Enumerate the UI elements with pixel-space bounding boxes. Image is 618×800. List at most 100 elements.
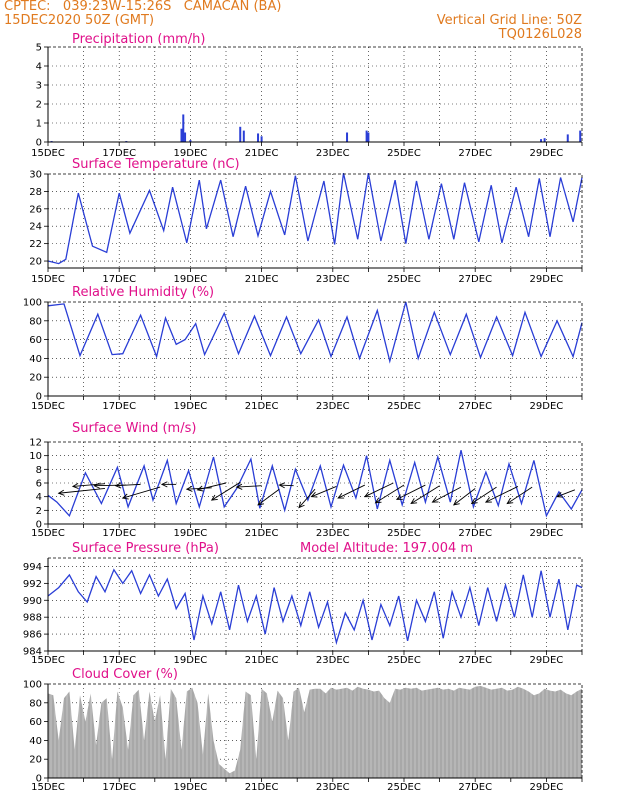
x-tick-label: 25DEC — [387, 655, 421, 666]
y-tick-label: 984 — [23, 647, 42, 658]
wind-panel: 0 2 4 6 8 10 12 15DEC 17DEC 19DEC 21DEC 23DEC 25DEC 2… — [29, 421, 583, 539]
x-tick-label: 25DEC — [387, 782, 421, 793]
x-tick-label: 15DEC — [31, 528, 65, 539]
x-tick-label: 21DEC — [245, 782, 279, 793]
wind-vector-arrow — [453, 488, 476, 506]
x-tick-label: 17DEC — [102, 401, 136, 412]
y-tick-label: 4 — [36, 62, 42, 73]
header-grid-line: Vertical Grid Line: 50Z — [436, 13, 582, 28]
x-tick-label: 21DEC — [245, 655, 279, 666]
precip-bar — [257, 133, 260, 142]
x-tick-label: 19DEC — [174, 274, 208, 285]
x-tick-label: 15DEC — [31, 274, 65, 285]
y-tick-label: 0 — [36, 138, 42, 149]
x-tick-label: 15DEC — [31, 655, 65, 666]
wind-vector-arrow — [257, 488, 280, 506]
wind-vector-arrowhead — [310, 491, 318, 498]
precip-bar — [189, 140, 192, 142]
y-tick-label: 12 — [29, 438, 42, 449]
y-tick-label: 26 — [29, 204, 42, 215]
y-tick-label: 0 — [36, 392, 42, 403]
x-tick-label: 17DEC — [102, 148, 136, 159]
y-tick-label: 80 — [29, 698, 42, 709]
wind-title: Surface Wind (m/s) — [72, 421, 196, 436]
wind-vector-arrowhead — [556, 491, 564, 498]
x-tick-label: 15DEC — [31, 148, 65, 159]
y-tick-label: 990 — [23, 596, 42, 607]
wind-vector-arrow — [432, 486, 462, 503]
y-tick-label: 10 — [29, 451, 42, 462]
y-tick-label: 3 — [36, 81, 42, 92]
y-tick-label: 20 — [29, 257, 42, 268]
wind-vector-arrow — [122, 486, 161, 499]
x-tick-label: 17DEC — [102, 782, 136, 793]
wind-vector-arrowhead — [337, 493, 345, 499]
y-tick-label: 60 — [29, 717, 42, 728]
x-tick-label: 21DEC — [245, 528, 279, 539]
wind-vector-arrowhead — [298, 501, 305, 509]
y-tick-label: 40 — [29, 736, 42, 747]
wind-vector-arrow — [72, 483, 105, 487]
y-tick-label: 40 — [29, 354, 42, 365]
wind-vector-arrowhead — [71, 482, 79, 489]
x-tick-label: 25DEC — [387, 401, 421, 412]
x-tick-label: 25DEC — [387, 148, 421, 159]
pressure-annotation: Model Altitude: 197.004 m — [300, 541, 473, 556]
wind-vector-arrow — [485, 486, 519, 503]
wind-vector-arrowhead — [185, 485, 193, 492]
x-tick-label: 23DEC — [316, 655, 350, 666]
precip-bar — [566, 134, 569, 142]
wind-vector-arrow — [471, 486, 497, 504]
rh-title: Relative Humidity (%) — [72, 285, 214, 300]
wind-vector-arrowhead — [395, 494, 403, 500]
x-tick-label: 29DEC — [530, 528, 564, 539]
x-tick-label: 19DEC — [174, 148, 208, 159]
x-tick-label: 19DEC — [174, 401, 208, 412]
wind-vector-arrowhead — [506, 498, 514, 505]
precip-bar — [182, 114, 185, 142]
y-tick-label: 1 — [36, 119, 42, 130]
x-tick-label: 27DEC — [458, 782, 492, 793]
precip-panel: 0 1 2 3 4 5 15DEC 17DEC 19DEC 21DEC 23DEC 25DEC 27DE… — [31, 32, 583, 159]
pressure-panel: 984 986 988 990 992 994 15DEC 17DEC 19DEC 21DEC 23… — [23, 541, 583, 666]
y-tick-label: 0 — [36, 774, 42, 785]
header-station: CPTEC: 039:23W-15:26S CAMACAN (BA) — [4, 0, 282, 14]
y-tick-label: 5 — [36, 43, 42, 54]
wind-vector-arrowhead — [431, 497, 439, 503]
y-tick-label: 2 — [36, 506, 42, 517]
cloud-panel: 0 20 40 60 80 100 15DEC 17DEC 19DEC 21DEC 23DEC 25D… — [23, 667, 583, 793]
x-tick-label: 27DEC — [458, 148, 492, 159]
precip-bar — [242, 130, 245, 142]
x-tick-label: 23DEC — [316, 274, 350, 285]
y-tick-label: 100 — [23, 680, 42, 691]
y-tick-label: 6 — [36, 479, 42, 490]
wind-vector-arrow — [410, 485, 440, 504]
pressure-series-line — [47, 568, 583, 646]
precip-bar — [579, 130, 582, 142]
temp-series-line — [47, 172, 583, 265]
x-tick-label: 25DEC — [387, 274, 421, 285]
wind-vector-arrow — [197, 482, 227, 491]
wind-vector-arrowhead — [374, 497, 382, 504]
wind-vector-arrow — [364, 482, 394, 498]
y-tick-label: 24 — [29, 222, 42, 233]
x-tick-label: 25DEC — [387, 528, 421, 539]
x-tick-label: 19DEC — [174, 528, 208, 539]
x-tick-label: 23DEC — [316, 148, 350, 159]
precip-bar — [543, 138, 546, 142]
rh-panel: 0 20 40 60 80 100 15DEC 17DEC 19DEC 21DEC 23DEC 25D… — [23, 285, 583, 412]
y-tick-label: 30 — [29, 170, 42, 181]
wind-vector-arrow — [115, 483, 141, 487]
wind-vector-arrow — [279, 484, 294, 487]
precip-bar — [346, 132, 349, 142]
y-tick-label: 8 — [36, 465, 42, 476]
x-tick-label: 27DEC — [458, 655, 492, 666]
x-tick-label: 15DEC — [31, 401, 65, 412]
wind-series-line — [47, 450, 583, 518]
x-tick-label: 29DEC — [530, 148, 564, 159]
y-tick-label: 20 — [29, 755, 42, 766]
x-tick-label: 29DEC — [530, 401, 564, 412]
precip-bar — [260, 136, 263, 142]
x-tick-label: 17DEC — [102, 528, 136, 539]
